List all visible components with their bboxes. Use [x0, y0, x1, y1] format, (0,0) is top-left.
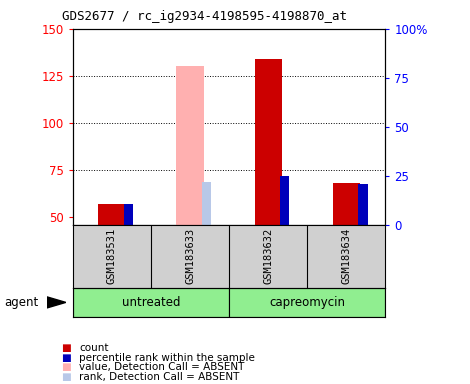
Text: count: count	[79, 343, 109, 353]
Text: rank, Detection Call = ABSENT: rank, Detection Call = ABSENT	[79, 372, 239, 382]
Polygon shape	[47, 297, 66, 308]
Bar	[358, 184, 368, 225]
Bar	[255, 59, 282, 225]
Text: GDS2677 / rc_ig2934-4198595-4198870_at: GDS2677 / rc_ig2934-4198595-4198870_at	[62, 10, 346, 23]
Bar	[176, 66, 204, 225]
Text: ■: ■	[61, 372, 71, 382]
Bar	[73, 288, 229, 317]
Text: GSM183632: GSM183632	[263, 228, 273, 285]
Text: percentile rank within the sample: percentile rank within the sample	[79, 353, 255, 362]
Bar	[202, 182, 211, 225]
Text: ■: ■	[61, 343, 71, 353]
Text: agent: agent	[5, 296, 39, 309]
Text: untreated: untreated	[122, 296, 180, 309]
Text: GSM183634: GSM183634	[341, 228, 352, 285]
Text: value, Detection Call = ABSENT: value, Detection Call = ABSENT	[79, 362, 244, 372]
Text: ■: ■	[61, 362, 71, 372]
Text: ■: ■	[61, 353, 71, 362]
Text: GSM183633: GSM183633	[185, 228, 195, 285]
Bar	[333, 183, 360, 225]
Text: GSM183531: GSM183531	[107, 228, 117, 285]
Bar	[229, 288, 385, 317]
Text: capreomycin: capreomycin	[269, 296, 345, 309]
Bar	[124, 204, 133, 225]
Bar	[98, 204, 125, 225]
Bar	[280, 176, 290, 225]
